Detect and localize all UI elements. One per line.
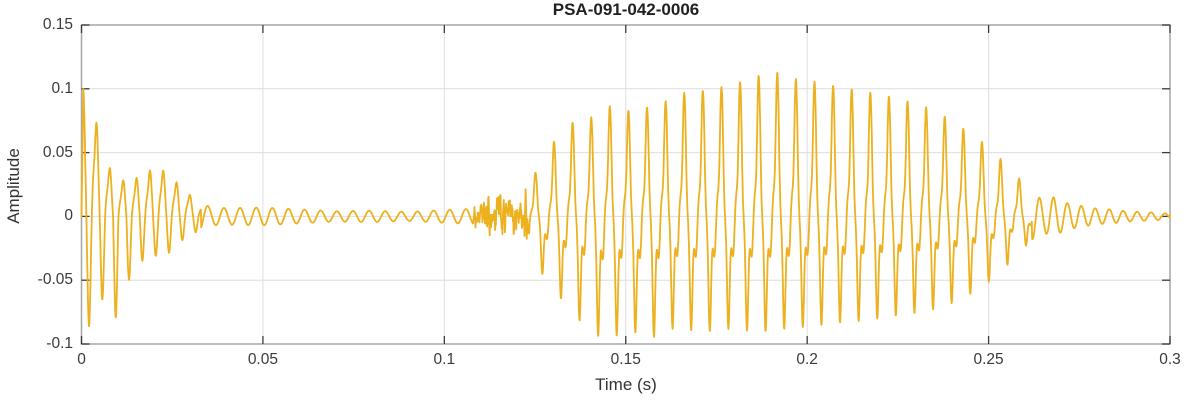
x-tick-label: 0.1 bbox=[433, 351, 456, 368]
y-tick-label: -0.1 bbox=[46, 335, 73, 352]
y-tick-label: 0 bbox=[64, 207, 73, 225]
x-tick-label: 0.2 bbox=[796, 351, 818, 368]
x-tick-label: 0 bbox=[77, 351, 86, 368]
x-tick-label: 0.25 bbox=[973, 351, 1004, 368]
chart-title: PSA-091-042-0006 bbox=[552, 0, 700, 19]
y-tick-label: 0.15 bbox=[42, 16, 73, 33]
x-tick-label: 0.15 bbox=[610, 351, 641, 368]
y-tick-label: 0.05 bbox=[42, 143, 73, 161]
y-tick-label: 0.1 bbox=[51, 79, 73, 97]
y-tick-label: -0.05 bbox=[37, 271, 73, 289]
x-tick-label: 0.3 bbox=[1159, 351, 1181, 368]
x-tick-label: 0.05 bbox=[247, 351, 278, 368]
waveform-line bbox=[80, 71, 1171, 338]
x-axis-label: Time (s) bbox=[595, 375, 657, 394]
